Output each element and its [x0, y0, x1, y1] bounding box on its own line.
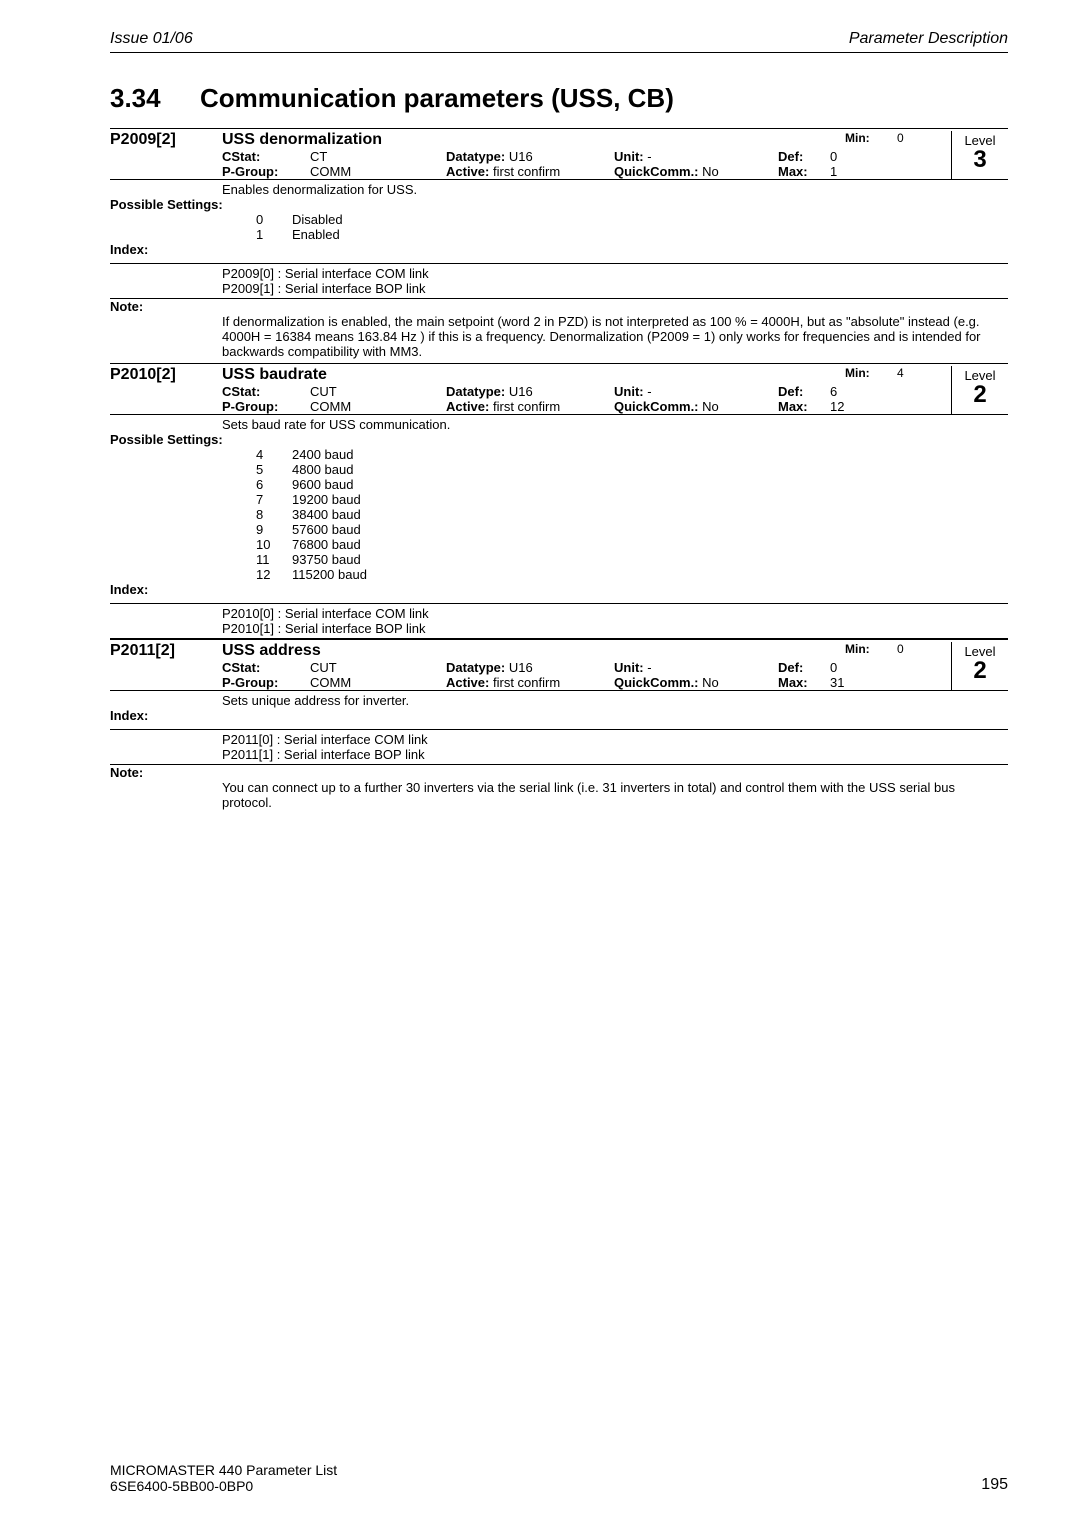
- max-label: Max:: [778, 164, 808, 179]
- index-line: P2009[1] : Serial interface BOP link: [222, 281, 1008, 296]
- quick-value: No: [702, 164, 719, 179]
- note-text: If denormalization is enabled, the main …: [222, 314, 1008, 363]
- setting-row: 54800 baud: [256, 462, 1008, 477]
- param-desc: Sets baud rate for USS communication.: [222, 417, 1008, 432]
- level-value: 2: [952, 659, 1008, 683]
- cstat-value: CT: [310, 149, 446, 164]
- min-label: Min:: [845, 131, 870, 145]
- unit-label: Unit:: [614, 149, 644, 164]
- index-label: Index:: [110, 708, 1008, 723]
- setting-row: 1076800 baud: [256, 537, 1008, 552]
- param-desc: Sets unique address for inverter.: [222, 693, 1008, 708]
- param-title: USS baudrate: [222, 366, 845, 384]
- index-line: P2009[0] : Serial interface COM link: [222, 266, 1008, 281]
- index-line: P2011[1] : Serial interface BOP link: [222, 747, 1008, 762]
- min-value: 0: [897, 131, 951, 149]
- min-label: Min:: [845, 642, 870, 656]
- max-value: 1: [830, 164, 884, 179]
- pgroup-label: P-Group:: [222, 164, 278, 179]
- index-line: P2010[1] : Serial interface BOP link: [222, 621, 1008, 636]
- def-value: 0: [830, 149, 884, 164]
- footer-left-2: 6SE6400-5BB00-0BP0: [110, 1478, 337, 1494]
- datatype-value: U16: [509, 149, 533, 164]
- setting-row: 719200 baud: [256, 492, 1008, 507]
- page-number: 195: [981, 1476, 1008, 1494]
- level-value: 2: [952, 383, 1008, 407]
- min-label: Min:: [845, 366, 870, 380]
- header-right: Parameter Description: [849, 30, 1008, 48]
- note-text: You can connect up to a further 30 inver…: [222, 780, 1008, 810]
- section-heading: Communication parameters (USS, CB): [200, 83, 674, 113]
- def-label: Def:: [778, 149, 803, 164]
- note-label: Note:: [110, 299, 1008, 314]
- active-label: Active:: [446, 164, 489, 179]
- datatype-label: Datatype:: [446, 149, 505, 164]
- param-title: USS denormalization: [222, 131, 845, 149]
- setting-row: 69600 baud: [256, 477, 1008, 492]
- setting-row: 42400 baud: [256, 447, 1008, 462]
- index-label: Index:: [110, 242, 1008, 257]
- index-line: P2010[0] : Serial interface COM link: [222, 606, 1008, 621]
- note-label: Note:: [110, 765, 1008, 780]
- header-left: Issue 01/06: [110, 30, 193, 48]
- param-id: P2011[2]: [110, 642, 222, 660]
- active-value: first confirm: [493, 164, 560, 179]
- footer-left-1: MICROMASTER 440 Parameter List: [110, 1462, 337, 1478]
- setting-row: 1193750 baud: [256, 552, 1008, 567]
- setting-row: 0Disabled: [256, 212, 1008, 227]
- setting-row: 957600 baud: [256, 522, 1008, 537]
- possible-settings-label: Possible Settings:: [110, 197, 1008, 212]
- setting-row: 12115200 baud: [256, 567, 1008, 582]
- min-value: 0: [897, 642, 951, 660]
- min-value: 4: [897, 366, 951, 384]
- setting-row: 1Enabled: [256, 227, 1008, 242]
- section-number: 3.34: [110, 83, 200, 114]
- cstat-label: CStat:: [222, 149, 260, 164]
- unit-value: -: [647, 149, 651, 164]
- pgroup-value: COMM: [310, 164, 446, 179]
- level-value: 3: [952, 148, 1008, 172]
- section-title: 3.34Communication parameters (USS, CB): [110, 83, 1008, 114]
- index-line: P2011[0] : Serial interface COM link: [222, 732, 1008, 747]
- param-desc: Enables denormalization for USS.: [222, 182, 1008, 197]
- possible-settings-label: Possible Settings:: [110, 432, 1008, 447]
- setting-row: 838400 baud: [256, 507, 1008, 522]
- param-title: USS address: [222, 642, 845, 660]
- param-id: P2009[2]: [110, 131, 222, 149]
- param-id: P2010[2]: [110, 366, 222, 384]
- index-label: Index:: [110, 582, 1008, 597]
- quick-label: QuickComm.:: [614, 164, 699, 179]
